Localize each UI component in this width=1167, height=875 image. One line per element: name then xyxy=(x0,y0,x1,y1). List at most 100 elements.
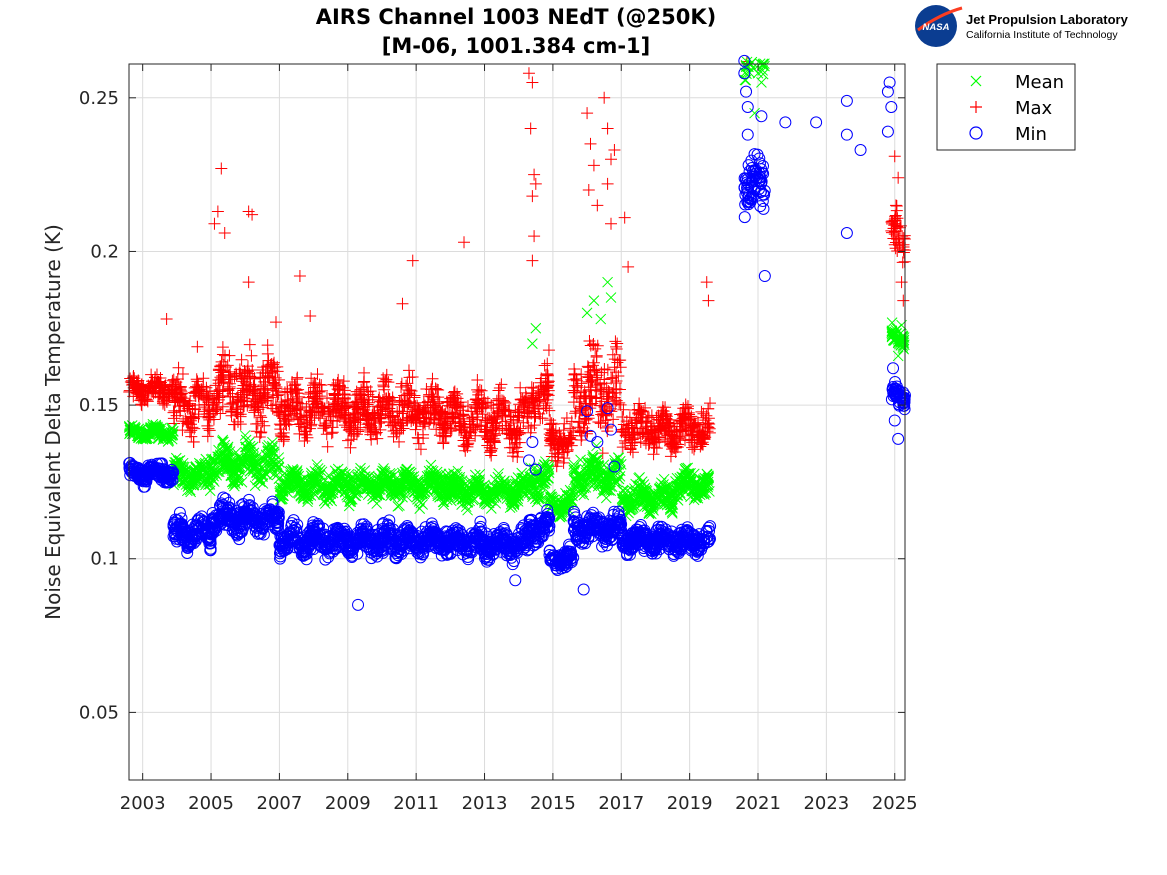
point-max xyxy=(538,390,551,403)
point-max xyxy=(611,356,624,369)
point-max xyxy=(601,421,614,434)
point-max xyxy=(355,393,368,406)
point-max xyxy=(653,434,666,447)
point-max xyxy=(261,369,274,382)
point-max xyxy=(319,420,332,433)
point-max xyxy=(645,425,658,438)
point-max xyxy=(311,368,324,381)
point-max xyxy=(203,424,216,437)
point-max xyxy=(180,400,193,413)
point-max xyxy=(439,419,452,432)
point-max xyxy=(207,413,220,426)
point-max xyxy=(695,405,708,418)
point-max xyxy=(546,433,559,446)
point-max xyxy=(287,407,300,420)
point-max xyxy=(648,441,661,454)
point-mean xyxy=(152,421,163,433)
point-max xyxy=(216,400,229,413)
point-max xyxy=(305,419,318,432)
point-max xyxy=(472,394,485,407)
point-max xyxy=(489,416,502,429)
point-max xyxy=(544,414,557,427)
point-max xyxy=(244,378,257,391)
point-max xyxy=(365,433,378,446)
point-max xyxy=(354,421,367,434)
point-max xyxy=(257,361,270,374)
point-max xyxy=(616,425,629,438)
point-max xyxy=(160,313,173,326)
point-max xyxy=(590,351,603,364)
point-max xyxy=(479,400,492,413)
point-max xyxy=(387,430,400,443)
point-max xyxy=(644,419,657,432)
point-max xyxy=(374,423,387,436)
point-max xyxy=(538,359,551,372)
point-max xyxy=(571,421,584,434)
point-max xyxy=(170,409,183,422)
point-max xyxy=(302,388,315,401)
point-mean xyxy=(139,427,151,439)
point-max xyxy=(449,415,462,428)
point-max xyxy=(275,396,288,409)
point-max xyxy=(444,421,457,434)
point-max xyxy=(584,398,597,411)
point-max xyxy=(181,417,194,430)
point-max xyxy=(656,419,669,432)
point-max xyxy=(626,446,639,459)
point-max xyxy=(158,399,171,412)
point-max xyxy=(668,436,681,449)
point-max xyxy=(317,404,330,417)
point-max xyxy=(407,396,420,409)
point-max xyxy=(191,340,204,353)
point-max xyxy=(223,349,236,362)
point-max xyxy=(426,372,439,385)
point-max xyxy=(525,381,538,394)
point-max xyxy=(457,439,470,452)
point-max xyxy=(336,381,349,394)
point-max xyxy=(454,396,467,409)
point-max xyxy=(702,294,715,307)
point-max xyxy=(528,230,541,243)
point-max xyxy=(511,450,524,463)
point-mean xyxy=(147,422,159,433)
point-max xyxy=(608,361,621,374)
point-max xyxy=(453,424,466,437)
point-max xyxy=(211,387,224,400)
point-max xyxy=(293,413,306,426)
point-max xyxy=(458,426,471,439)
point-max xyxy=(277,430,290,443)
point-mean xyxy=(129,421,141,433)
point-max xyxy=(172,380,185,393)
point-max xyxy=(598,377,611,390)
point-max xyxy=(261,394,274,407)
point-max xyxy=(479,426,492,439)
point-max xyxy=(332,373,345,386)
point-max xyxy=(595,383,608,396)
point-max xyxy=(575,368,588,381)
point-max xyxy=(608,391,621,404)
point-max xyxy=(255,392,268,405)
point-max xyxy=(683,408,696,421)
point-max xyxy=(602,420,615,433)
point-max xyxy=(367,406,380,419)
point-max xyxy=(402,364,415,377)
point-max xyxy=(185,430,198,443)
point-max xyxy=(612,370,625,383)
point-max xyxy=(540,402,553,415)
point-max xyxy=(364,419,377,432)
point-max xyxy=(428,413,441,426)
point-max xyxy=(215,162,228,175)
point-max xyxy=(505,431,518,444)
point-max xyxy=(507,441,520,454)
point-max xyxy=(460,438,473,451)
point-max xyxy=(458,236,471,249)
point-max xyxy=(555,435,568,448)
point-max xyxy=(702,421,715,434)
point-max xyxy=(171,394,184,407)
point-max xyxy=(269,316,282,329)
point-max xyxy=(573,406,586,419)
point-max xyxy=(695,438,708,451)
point-max xyxy=(701,420,714,433)
point-max xyxy=(316,401,329,414)
point-max xyxy=(221,383,234,396)
